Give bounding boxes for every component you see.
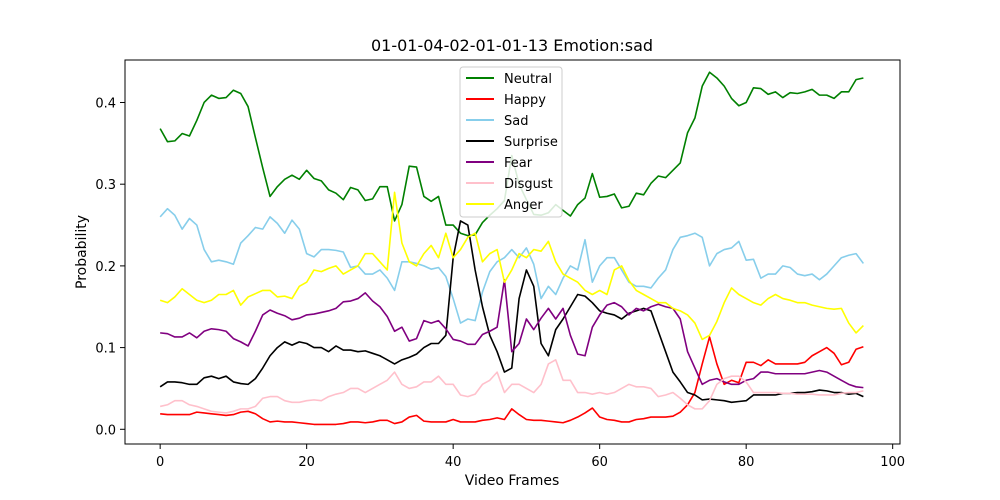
x-tick-label: 80: [738, 455, 755, 470]
series-line-happy: [160, 336, 864, 426]
x-axis: 0 20 40 60 80 100: [156, 444, 905, 470]
x-tick-label: 100: [880, 455, 905, 470]
series-line-sad: [159, 207, 865, 324]
legend-label-neutral: Neutral: [504, 72, 552, 87]
x-axis-label: Video Frames: [465, 473, 560, 489]
legend-label-anger: Anger: [504, 198, 543, 213]
x-tick-label: 60: [591, 455, 608, 470]
y-tick-label: 0.2: [95, 260, 116, 275]
y-axis-label: Probability: [74, 215, 90, 289]
legend-label-fear: Fear: [504, 156, 533, 171]
x-tick-label: 0: [156, 455, 164, 470]
series-line-surprise: [159, 220, 864, 404]
y-tick-label: 0.1: [95, 342, 116, 357]
series-line-disgust: [159, 359, 864, 414]
y-tick-label: 0.0: [95, 423, 116, 438]
y-tick-label: 0.4: [95, 96, 116, 111]
series-layer: [159, 71, 865, 426]
series-line-anger: [159, 191, 864, 341]
y-tick-label: 0.3: [95, 178, 116, 193]
legend-label-surprise: Surprise: [504, 135, 558, 150]
series-line-fear: [160, 278, 864, 389]
legend-label-happy: Happy: [504, 93, 546, 108]
plot-frame: [124, 59, 901, 445]
legend: Neutral Happy Sad Surprise Fear Disgust Anger: [459, 66, 563, 218]
y-axis: 0.0 0.1 0.2 0.3 0.4: [95, 96, 125, 438]
x-tick-label: 20: [298, 455, 315, 470]
legend-label-sad: Sad: [504, 114, 528, 129]
x-tick-label: 40: [445, 455, 462, 470]
legend-box: [459, 66, 563, 218]
legend-label-disgust: Disgust: [504, 177, 553, 192]
chart-title: 01-01-04-02-01-01-13 Emotion:sad: [371, 36, 653, 55]
